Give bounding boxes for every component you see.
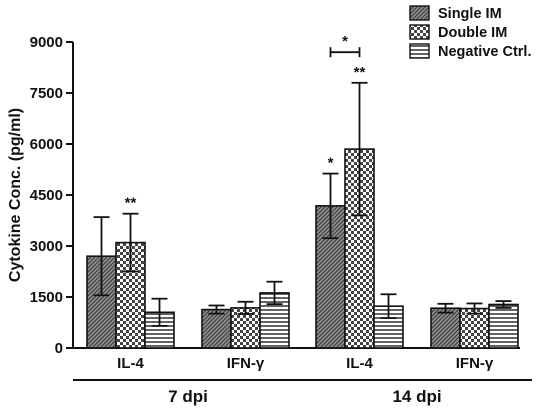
- significance-marker: **: [354, 64, 366, 81]
- y-tick-label: 9000: [30, 34, 63, 51]
- y-tick-label: 6000: [30, 136, 63, 153]
- significance-marker: *: [328, 155, 334, 172]
- category-label: IL-4: [346, 355, 373, 372]
- time-group-label: 14 dpi: [392, 387, 441, 406]
- y-tick-label: 7500: [30, 85, 63, 102]
- bars-layer: [86, 47, 519, 349]
- legend-swatch-checker: [409, 24, 430, 40]
- y-tick-label: 4500: [30, 187, 63, 204]
- legend: Single IM Double IM Negative Ctrl.: [409, 5, 531, 60]
- legend-swatch-horizontal: [409, 43, 430, 59]
- bar-horizontal: [488, 303, 519, 349]
- category-label: IL-4: [117, 355, 144, 372]
- time-group-label: 7 dpi: [168, 387, 208, 406]
- bar-diagonal: [201, 308, 232, 349]
- bracket-label: *: [342, 33, 348, 50]
- y-tick-label: 1500: [30, 289, 63, 306]
- category-label: IFN-γ: [227, 355, 265, 372]
- significance-marker: **: [125, 195, 137, 212]
- y-axis-label: Cytokine Conc. (pg/ml): [7, 108, 24, 282]
- legend-swatch-diagonal: [409, 5, 430, 21]
- y-tick-label: 3000: [30, 238, 63, 255]
- legend-label: Negative Ctrl.: [438, 44, 531, 60]
- legend-label: Single IM: [438, 6, 502, 22]
- legend-label: Double IM: [438, 25, 507, 41]
- category-label: IFN-γ: [456, 355, 494, 372]
- y-tick-label: 0: [55, 340, 63, 357]
- bar-diagonal: [430, 307, 461, 349]
